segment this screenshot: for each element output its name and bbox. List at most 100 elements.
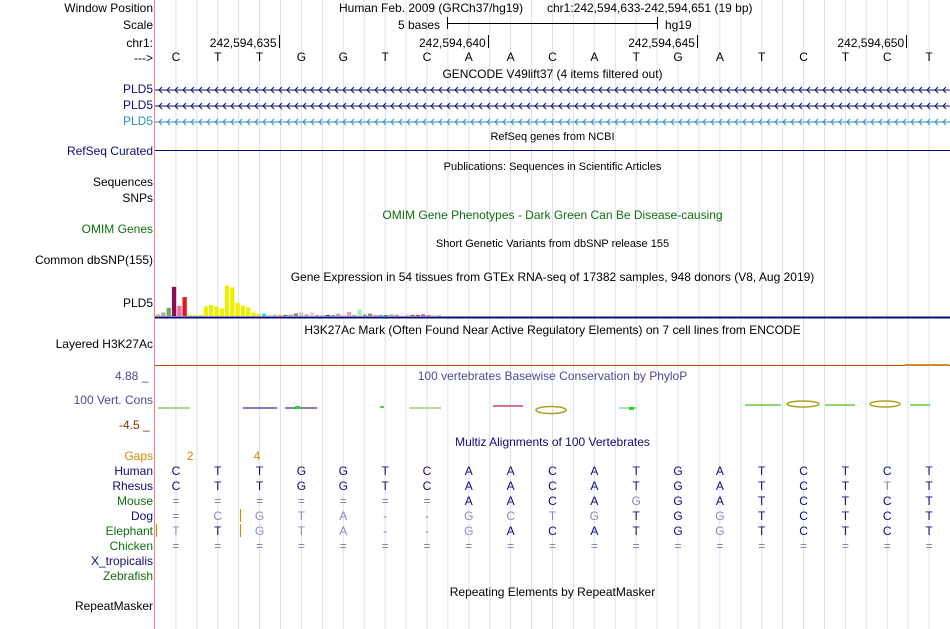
- strand-chevron: [606, 118, 611, 126]
- gencode-gene-intron[interactable]: [155, 85, 950, 95]
- repeatmasker-label[interactable]: RepeatMasker: [74, 599, 153, 613]
- gtex-tissue-bar[interactable]: [203, 306, 208, 316]
- gtex-tissue-bar[interactable]: [156, 314, 161, 316]
- gtex-label[interactable]: PLD5: [122, 296, 153, 310]
- gtex-tissue-bar[interactable]: [410, 314, 415, 316]
- gtex-tissue-bar[interactable]: [421, 314, 426, 316]
- repeatmasker-track-title[interactable]: Repeating Elements by RepeatMasker: [449, 585, 656, 599]
- gtex-tissue-bar[interactable]: [309, 312, 314, 316]
- gtex-tissue-bar[interactable]: [436, 315, 442, 316]
- species-label[interactable]: Elephant: [105, 524, 153, 538]
- gencode-gene-label[interactable]: PLD5: [122, 114, 153, 128]
- species-label[interactable]: Zebrafish: [102, 569, 153, 583]
- phylop-label[interactable]: 100 Vert. Cons: [73, 393, 153, 407]
- gtex-tissue-bar[interactable]: [161, 312, 166, 316]
- window-position-label[interactable]: Window Position: [64, 1, 153, 15]
- gtex-tissue-bar[interactable]: [262, 313, 267, 316]
- h3k27ac-label[interactable]: Layered H3K27Ac: [55, 337, 153, 351]
- refseq-track-title[interactable]: RefSeq genes from NCBI: [490, 131, 615, 143]
- strand-chevron: [942, 102, 947, 110]
- gtex-tissue-bar[interactable]: [373, 314, 378, 316]
- dbsnp-label[interactable]: Common dbSNP(155): [34, 253, 153, 267]
- gtex-tissue-bar[interactable]: [320, 315, 325, 316]
- gtex-tissue-bar[interactable]: [330, 314, 336, 316]
- chr-label[interactable]: chr1:: [126, 36, 153, 50]
- gtex-tissue-bar[interactable]: [378, 314, 383, 316]
- gtex-tissue-bar[interactable]: [277, 314, 283, 316]
- gtex-tissue-bar[interactable]: [431, 314, 436, 316]
- gtex-tissue-bar[interactable]: [426, 315, 431, 316]
- gencode-gene-intron[interactable]: [155, 101, 950, 111]
- gtex-tissue-bar[interactable]: [283, 315, 288, 316]
- gtex-tissue-bar[interactable]: [405, 314, 410, 316]
- gtex-tissue-bar[interactable]: [187, 315, 193, 316]
- omim-track-title[interactable]: OMIM Gene Phenotypes - Dark Green Can Be…: [382, 208, 723, 222]
- refseq-label[interactable]: RefSeq Curated: [66, 144, 153, 158]
- h3k27ac-signal-line[interactable]: [155, 365, 950, 366]
- gtex-tissue-bar[interactable]: [336, 313, 341, 316]
- gtex-tissue-bar[interactable]: [304, 314, 309, 316]
- refseq-gene-line[interactable]: [155, 150, 950, 151]
- species-label[interactable]: Chicken: [109, 539, 153, 553]
- gencode-track-title[interactable]: GENCODE V49lift37 (4 items filtered out): [442, 67, 663, 81]
- gtex-tissue-bar[interactable]: [293, 313, 299, 316]
- gtex-tissue-bar[interactable]: [267, 315, 272, 316]
- gtex-tissue-bar[interactable]: [399, 312, 405, 316]
- gtex-tissue-bar[interactable]: [219, 308, 224, 316]
- gtex-tissue-bar[interactable]: [325, 315, 330, 316]
- phylop-wiggle[interactable]: [155, 398, 950, 418]
- base-letter: T: [758, 50, 766, 64]
- omim-label[interactable]: OMIM Genes: [81, 222, 153, 236]
- gtex-tissue-bar[interactable]: [246, 307, 251, 316]
- gtex-tissue-bar[interactable]: [341, 314, 346, 316]
- publications-snps-label[interactable]: SNPs: [122, 191, 153, 205]
- gtex-tissue-bar[interactable]: [256, 313, 261, 316]
- gtex-tissue-bar[interactable]: [346, 311, 352, 316]
- gtex-track-title[interactable]: Gene Expression in 54 tissues from GTEx …: [290, 270, 815, 284]
- h3k27ac-track-title[interactable]: H3K27Ac Mark (Often Found Near Active Re…: [304, 323, 801, 337]
- gtex-tissue-bar[interactable]: [177, 305, 182, 316]
- strand-chevron: [790, 86, 795, 94]
- gtex-tissue-bar[interactable]: [235, 302, 240, 316]
- gtex-tissue-bar[interactable]: [415, 315, 420, 316]
- dbsnp-track-title[interactable]: Short Genetic Variants from dbSNP releas…: [435, 238, 670, 250]
- gtex-tissue-bar[interactable]: [251, 312, 256, 316]
- gtex-tissue-bar[interactable]: [389, 314, 394, 316]
- gaps-label[interactable]: Gaps: [124, 449, 153, 463]
- gtex-tissue-bar[interactable]: [193, 315, 198, 316]
- species-label[interactable]: X_tropicalis: [90, 554, 153, 568]
- gtex-tissue-bar[interactable]: [362, 314, 367, 316]
- gtex-tissue-bar[interactable]: [166, 307, 171, 316]
- gtex-bar-chart[interactable]: [155, 284, 950, 320]
- gtex-tissue-bar[interactable]: [272, 314, 277, 316]
- gtex-tissue-bar[interactable]: [352, 314, 357, 316]
- gtex-tissue-bar[interactable]: [288, 314, 293, 316]
- species-label[interactable]: Dog: [130, 509, 153, 523]
- publications-sequences-label[interactable]: Sequences: [92, 175, 153, 189]
- gtex-tissue-bar[interactable]: [299, 312, 304, 316]
- gencode-gene-label[interactable]: PLD5: [122, 98, 153, 112]
- multiz-track-title[interactable]: Multiz Alignments of 100 Vertebrates: [455, 435, 650, 449]
- species-label[interactable]: Human: [114, 464, 153, 478]
- gtex-tissue-bar[interactable]: [214, 306, 219, 316]
- gtex-tissue-bar[interactable]: [383, 315, 389, 316]
- publications-track-title[interactable]: Publications: Sequences in Scientific Ar…: [443, 161, 662, 173]
- gtex-tissue-bar[interactable]: [171, 286, 177, 316]
- species-label[interactable]: Rhesus: [112, 479, 153, 493]
- strand-arrow-label[interactable]: --->: [134, 51, 153, 65]
- gtex-tissue-bar[interactable]: [394, 314, 399, 316]
- gtex-tissue-bar[interactable]: [182, 297, 187, 316]
- gtex-tissue-bar[interactable]: [315, 314, 320, 316]
- gtex-tissue-bar[interactable]: [209, 304, 214, 316]
- phylop-track-title[interactable]: 100 vertebrates Basewise Conservation by…: [417, 369, 688, 383]
- gtex-tissue-bar[interactable]: [368, 313, 373, 316]
- gtex-tissue-bar[interactable]: [357, 309, 362, 316]
- scale-label[interactable]: Scale: [122, 18, 153, 32]
- gtex-tissue-bar[interactable]: [224, 285, 230, 316]
- species-label[interactable]: Mouse: [116, 494, 153, 508]
- gtex-tissue-bar[interactable]: [240, 305, 246, 316]
- gencode-gene-intron[interactable]: [155, 117, 950, 127]
- gencode-gene-label[interactable]: PLD5: [122, 82, 153, 96]
- gtex-tissue-bar[interactable]: [230, 287, 235, 316]
- gtex-tissue-bar[interactable]: [198, 315, 203, 316]
